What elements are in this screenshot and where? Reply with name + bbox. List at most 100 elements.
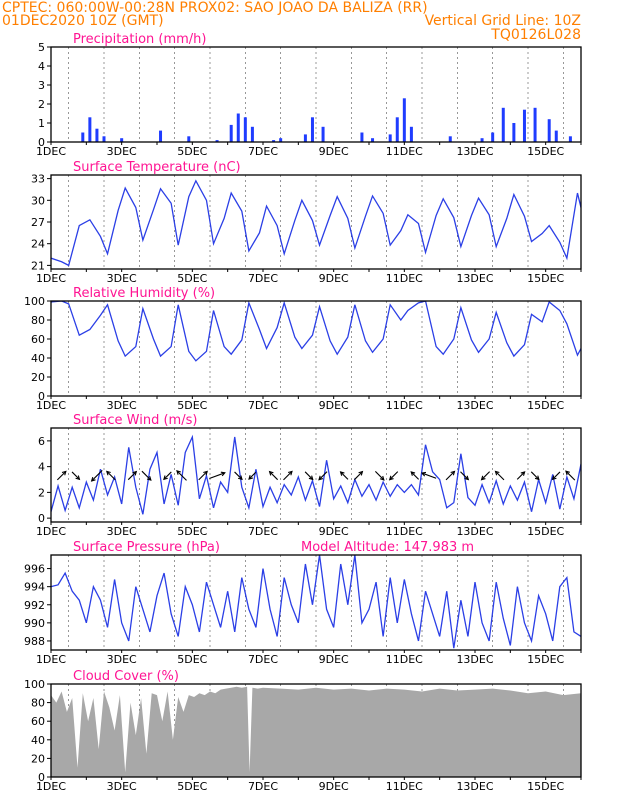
wind-ytick-label: 4 [38, 461, 45, 474]
pressure-xtick-label: 3DEC [107, 653, 137, 666]
temperature-xtick-label: 15DEC [527, 272, 564, 285]
header: CPTEC: 060:00W-00:28N PROX02: SAO JOAO D… [2, 0, 581, 43]
temperature-ytick-label: 27 [31, 216, 45, 229]
precip-bar [522, 109, 526, 142]
wind-arrow-head [565, 470, 570, 476]
wind-arrow-shaft [127, 471, 137, 481]
wind-arrow-head [220, 471, 226, 477]
precip-frame [50, 46, 582, 143]
precip-bar [250, 126, 254, 142]
wind-arrow-head [287, 470, 293, 476]
cloud-xtick-label: 3DEC [107, 780, 137, 793]
wind-arrow-shaft [340, 471, 349, 480]
wind-arrow-shaft [248, 471, 257, 480]
precip-ytick-label: 2 [38, 98, 45, 111]
cloud-title: Cloud Cover (%) [73, 669, 179, 684]
wind-arrow-shaft [318, 471, 328, 481]
wind-arrow-shaft [198, 471, 208, 481]
cloud-xtick-label: 15DEC [527, 780, 564, 793]
wind-arrow-head [420, 471, 427, 477]
wind-series-line [51, 434, 581, 515]
precip-bar [360, 132, 364, 142]
precip-bar [88, 117, 92, 142]
wind-ytick-label: 6 [38, 435, 45, 448]
wind-arrow-head [410, 471, 416, 476]
wind-arrow-head [203, 470, 208, 476]
precip-bar [448, 136, 452, 142]
wind-arrow-shaft [56, 471, 67, 481]
temperature-xtick-label: 3DEC [107, 272, 137, 285]
pressure-title: Surface Pressure (hPa) [73, 540, 220, 555]
wind-arrow-head [318, 475, 324, 481]
wind-arrow-head [494, 470, 500, 476]
wind-xtick-label: 13DEC [456, 525, 493, 538]
precip-bar [81, 132, 85, 142]
precip-bar [395, 117, 399, 142]
temperature-plot-area [51, 179, 581, 267]
cloud-xtick-label: 7DEC [248, 780, 278, 793]
wind-arrow-shaft [552, 471, 561, 480]
wind-arrow-head [520, 471, 526, 476]
precip-ytick-label: 3 [38, 79, 45, 92]
temperature-series-line [51, 179, 581, 267]
precip-bar [321, 126, 325, 142]
wind-arrow-head [176, 470, 181, 475]
wind-arrow-shaft [106, 471, 116, 481]
wind-arrow-head [132, 470, 138, 476]
precip-bar [480, 138, 484, 142]
humidity-frame [50, 300, 582, 397]
humidity-xtick-label: 3DEC [107, 399, 137, 412]
humidity-xtick-label: 11DEC [386, 399, 423, 412]
wind-arrow-head [146, 476, 152, 481]
precip-ytick-label: 0 [38, 136, 45, 149]
pressure-xtick-label: 15DEC [527, 653, 564, 666]
wind-plot-area [51, 434, 581, 515]
wind-arrow-head [90, 476, 96, 482]
wind-arrow-shaft [460, 471, 469, 480]
wind-panel: 0 2 4 6 1DEC 3DEC 5DEC 7DEC 9DEC 11DEC 13DEC 15DEC S… [36, 413, 582, 538]
precip-bar [303, 134, 307, 142]
precip-bar [409, 126, 413, 142]
temperature-xtick-label: 11DEC [386, 272, 423, 285]
precip-ytick-label: 4 [38, 60, 45, 73]
pressure-ytick-label: 990 [24, 617, 45, 630]
precip-bar [95, 128, 99, 142]
header-date-line: 01DEC2020 10Z (GMT) [2, 13, 164, 29]
wind-arrow-head [464, 475, 470, 481]
wind-arrow-shaft [481, 471, 491, 481]
humidity-panel: 0 20 40 60 80 100 1DEC 3DEC 5DEC 7DEC 9DEC 11DEC 13D… [24, 286, 582, 412]
precip-bar [512, 123, 516, 142]
wind-arrow-shaft [421, 472, 437, 479]
wind-arrow-head [450, 470, 456, 476]
wind-arrow-shaft [304, 471, 314, 480]
pressure-ytick-label: 996 [24, 563, 45, 576]
cloud-ytick-label: 80 [31, 697, 45, 710]
precip-bar [279, 138, 283, 142]
pressure-ytick-label: 992 [24, 599, 45, 612]
precip-title: Precipitation (mm/h) [73, 32, 206, 47]
pressure-xtick-label: 1DEC [36, 653, 66, 666]
wind-arrow-shaft [176, 470, 187, 481]
precip-panel: 0 1 2 3 4 5 1DEC 3DEC 5DEC 7DEC 9DEC 11DEC 13DEC 15DE… [36, 32, 582, 158]
pressure-xtick-label: 9DEC [319, 653, 349, 666]
wind-xtick-label: 5DEC [177, 525, 207, 538]
cloud-area [51, 686, 581, 777]
wind-xtick-label: 15DEC [527, 525, 564, 538]
cloud-xtick-label: 1DEC [36, 780, 66, 793]
wind-arrow-shaft [530, 471, 540, 480]
precip-xtick-label: 15DEC [527, 145, 564, 158]
wind-arrow-shaft [141, 470, 152, 481]
wind-arrow-head [237, 475, 243, 481]
temperature-ytick-label: 33 [31, 173, 45, 186]
humidity-ytick-label: 60 [31, 333, 45, 346]
wind-arrow-head [163, 475, 168, 481]
wind-arrow-head [339, 471, 345, 476]
cloud-ytick-label: 40 [31, 734, 45, 747]
cloud-ytick-label: 60 [31, 715, 45, 728]
header-model-code: TQ0126L028 [490, 27, 581, 43]
temperature-xtick-label: 1DEC [36, 272, 66, 285]
precip-bar [215, 140, 219, 142]
wind-arrow-shaft [234, 471, 243, 480]
humidity-xtick-label: 5DEC [177, 399, 207, 412]
